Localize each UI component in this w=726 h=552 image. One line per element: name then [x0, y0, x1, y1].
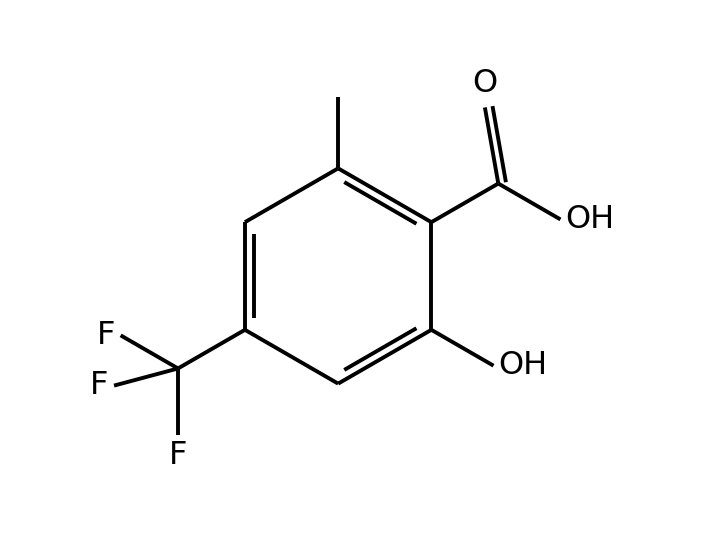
Text: OH: OH — [565, 204, 614, 235]
Text: OH: OH — [498, 350, 547, 381]
Text: F: F — [97, 320, 115, 351]
Text: F: F — [90, 370, 108, 401]
Text: F: F — [169, 440, 187, 471]
Text: O: O — [473, 68, 497, 99]
